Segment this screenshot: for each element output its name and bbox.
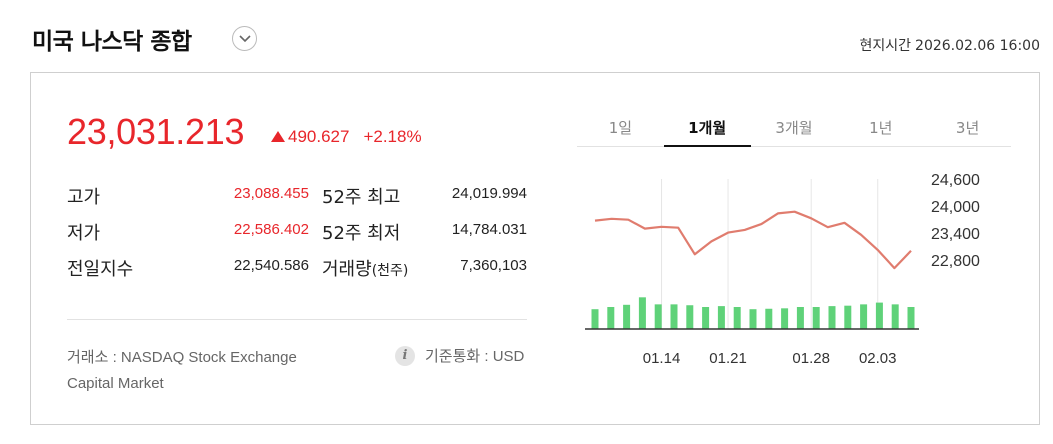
- tab-3month[interactable]: 3개월: [775, 119, 813, 137]
- volume-bar: [654, 304, 662, 329]
- y-tick-label: 24,000: [931, 199, 980, 216]
- high-value: 23,088.455: [233, 185, 309, 202]
- week52-high-value: 24,019.994: [451, 185, 527, 202]
- x-tick-label: 02.03: [859, 350, 897, 367]
- prev-close-value: 22,540.586: [233, 257, 309, 274]
- volume-bar: [749, 309, 757, 329]
- divider: [67, 319, 527, 320]
- y-tick-label: 24,600: [931, 172, 980, 189]
- volume-bar: [828, 306, 836, 329]
- volume-bar: [860, 304, 868, 329]
- week52-low-label: 52주 최저: [322, 223, 401, 244]
- volume-bar: [812, 307, 820, 329]
- volume-bar: [875, 302, 883, 329]
- volume-bar: [686, 305, 694, 329]
- change-value: 490.627: [288, 127, 350, 146]
- week52-high-label: 52주 최고: [322, 187, 401, 208]
- exchange-info: 거래소 : NASDAQ Stock Exchange Capital Mark…: [67, 345, 297, 397]
- exchange-line1: 거래소 : NASDAQ Stock Exchange: [67, 349, 297, 366]
- expand-toggle-button[interactable]: [232, 26, 257, 51]
- volume-bar: [796, 307, 804, 329]
- stat-row-prev: 전일지수 22,540.586 거래량(천주) 7,360,103: [67, 255, 527, 291]
- volume-value: 7,360,103: [460, 257, 527, 274]
- up-triangle-icon: [271, 130, 285, 142]
- volume-bar: [607, 307, 615, 329]
- chevron-down-icon: [238, 34, 251, 42]
- price-change: 490.627 +2.18%: [271, 127, 422, 147]
- volume-bar: [638, 297, 646, 329]
- stat-row-low: 저가 22,586.402 52주 최저 14,784.031: [67, 219, 527, 255]
- index-panel: 23,031.213 490.627 +2.18% 고가 23,088.455 …: [30, 72, 1040, 425]
- price-line: [594, 210, 912, 270]
- tab-1month[interactable]: 1개월: [663, 107, 751, 147]
- volume-bar: [907, 307, 915, 329]
- change-percent: +2.18%: [363, 127, 422, 146]
- volume-bar: [844, 305, 852, 329]
- tab-1day[interactable]: 1일: [608, 119, 633, 137]
- low-label: 저가: [67, 223, 101, 244]
- volume-bar: [623, 304, 631, 329]
- index-title: 미국 나스닥 종합: [32, 29, 192, 55]
- exchange-line2: Capital Market: [67, 375, 164, 392]
- volume-bar: [717, 306, 725, 329]
- prev-close-label: 전일지수: [67, 259, 134, 280]
- volume-bar: [591, 309, 599, 329]
- local-time: 현지시간 2026.02.06 16:00: [860, 35, 1041, 55]
- stat-row-high: 고가 23,088.455 52주 최고 24,019.994: [67, 183, 527, 219]
- volume-label-text: 거래량: [322, 259, 372, 280]
- x-tick-label: 01.14: [643, 350, 681, 367]
- current-price: 23,031.213: [67, 111, 245, 152]
- index-chart: 01.14 01.21 01.28 02.03 24,600 24,000 23,400 22…: [585, 172, 980, 367]
- volume-bar: [781, 308, 789, 329]
- local-time-label: 현지시간: [859, 38, 912, 54]
- high-label: 고가: [67, 187, 101, 208]
- currency-info: i 기준통화 : USD: [395, 345, 524, 366]
- y-tick-label: 22,800: [931, 253, 980, 270]
- local-time-value: 2026.02.06 16:00: [915, 38, 1040, 54]
- volume-label: 거래량(천주): [322, 255, 408, 281]
- info-icon[interactable]: i: [395, 345, 415, 366]
- week52-low-value: 14,784.031: [451, 221, 527, 238]
- low-value: 22,586.402: [233, 221, 309, 238]
- x-tick-label: 01.28: [792, 350, 830, 367]
- volume-bar: [702, 307, 710, 329]
- volume-bar: [733, 307, 741, 329]
- volume-unit: (천주): [371, 263, 409, 279]
- x-tick-label: 01.21: [709, 350, 747, 367]
- period-tabs: 1일 1개월 3개월 1년 3년: [577, 107, 1011, 147]
- volume-bar: [891, 304, 899, 329]
- tab-3year[interactable]: 3년: [955, 119, 980, 137]
- tab-1year[interactable]: 1년: [869, 119, 893, 137]
- stats-table: 고가 23,088.455 52주 최고 24,019.994 저가 22,58…: [67, 183, 527, 291]
- volume-bar: [670, 304, 678, 329]
- y-tick-label: 23,400: [931, 226, 980, 243]
- currency-label: 기준통화 : USD: [425, 348, 525, 365]
- volume-bar: [765, 308, 773, 329]
